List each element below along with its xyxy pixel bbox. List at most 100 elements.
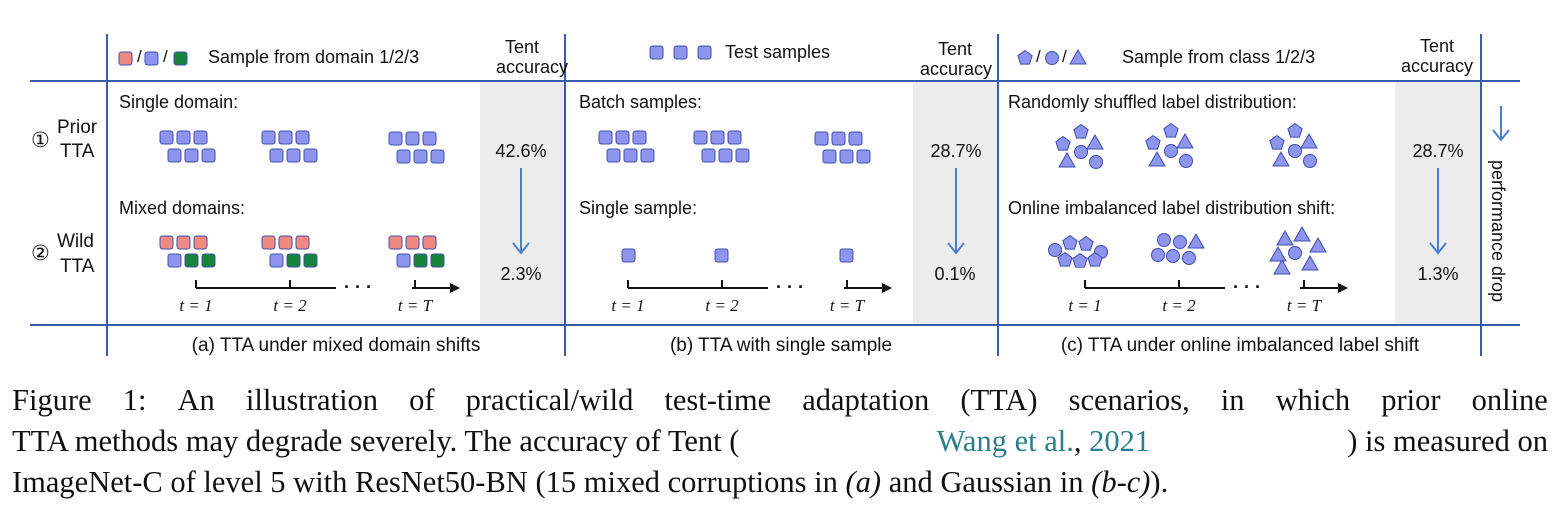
class-circle [1179,154,1193,168]
sample-square [396,149,411,164]
class-triangle [1148,150,1166,167]
class-triangle [1273,258,1291,275]
accuracy-arrows [512,106,1510,255]
caption-line-2-pre: TTA methods may degrade severely. The ac… [12,424,740,458]
caption-word: Figure [12,383,92,417]
legend-sep-a2: / [163,47,168,66]
sample-square [184,253,199,268]
panel-caption-b: (b) TTA with single sample [669,335,893,356]
class-pentagon [1072,252,1088,268]
row-wild-circled: ② [31,242,50,265]
class-triangle [1187,232,1205,249]
row-wild-line2: TTA [60,256,95,277]
sample-square [430,253,445,268]
sample-square [606,148,621,163]
single-sample-square [839,248,854,263]
drop-arrow-head [512,242,530,255]
accuracy-band-a [480,82,565,324]
class-circle [1182,251,1196,265]
sample-square [193,235,208,250]
row-wild-line1: Wild [57,231,94,252]
caption-line-3-mid: and Gaussian in [881,465,1092,499]
legend-blue-square [144,51,159,66]
caption-line-1: Figure 1: An illustration of practical/wild te… [12,380,1548,421]
caption-cite[interactable]: Wang et al., 2021 [937,421,1151,462]
sample-square [295,235,310,250]
tick-c-2: t = 2 [1162,296,1196,315]
cite-author-link[interactable]: Wang et al. [936,424,1074,458]
sample-square [201,148,216,163]
class-circle [1288,246,1302,260]
performance-drop-text: performance drop [1488,160,1508,303]
figure-caption: Figure 1: An illustration of practical/wild te… [12,380,1548,503]
acc-header-c-line1: Tent [1419,36,1455,56]
sample-square [735,148,750,163]
class-pentagon [1062,234,1078,250]
sample-square [201,253,216,268]
panel-b-batch-samples [598,130,871,164]
legend-red-square [118,51,133,66]
label-single-sample: Single sample: [579,198,698,218]
legend-sep-a1: / [137,47,142,66]
tick-c-T: t = T [1286,296,1322,315]
sample-square [278,130,293,145]
caption-line-2: TTA methods may degrade severely. The ac… [12,421,1548,462]
acc-c-wild: 1.3% [1417,264,1459,284]
sample-square [718,148,733,163]
class-circle [1157,233,1171,247]
class-pentagon [1287,122,1303,138]
sample-square [623,148,638,163]
panel-c-shuffled-samples [1055,122,1318,169]
sample-square [413,253,428,268]
acc-header-b-line1: Tent [937,39,973,59]
sample-square [640,148,655,163]
ellipsis-a: · · · [344,277,372,297]
sample-square [388,131,403,146]
sample-square [856,149,871,164]
tick-b-2: t = 2 [705,296,739,315]
sample-square [405,235,420,250]
panel-a-single-domain-samples [159,130,445,164]
panel-a-mixed-domain-samples [159,235,445,268]
sample-square [632,130,647,145]
sample-square [388,235,403,250]
sample-square [848,131,863,146]
sample-square [303,253,318,268]
legend-text-b: Test samples [725,42,831,62]
frame-lines [30,34,1520,356]
sample-square [422,235,437,250]
label-single-domain: Single domain: [119,92,239,112]
sample-square [710,130,725,145]
acc-b-wild: 0.1% [934,264,976,284]
sample-square [413,149,428,164]
time-arrowhead [450,283,460,293]
cite-comma: , [1073,424,1090,458]
sample-square [693,130,708,145]
sample-square [598,130,613,145]
sample-square [261,235,276,250]
acc-header-a-line2: accuracy [495,57,569,77]
class-triangle [1176,132,1194,149]
sample-square [396,253,411,268]
acc-c-prior: 28.7% [1412,141,1464,161]
sample-square [278,235,293,250]
caption-word: which [1275,383,1351,417]
sample-square [176,235,191,250]
acc-b-prior: 28.7% [930,141,982,161]
time-arrowhead [1338,283,1348,293]
sample-square [193,130,208,145]
caption-line-3: ImageNet-C of level 5 with ResNet50-BN (… [12,462,1548,503]
label-shuffled: Randomly shuffled label distribution: [1008,92,1297,112]
class-circle [1074,145,1088,159]
sample-square [167,148,182,163]
class-pentagon [1145,134,1161,150]
sample-square [814,131,829,146]
class-pentagon [1073,123,1089,139]
time-axes [195,280,1348,293]
sample-square [295,130,310,145]
drop-arrow-head [1429,242,1447,255]
class-triangle [1272,150,1290,167]
cite-year-link[interactable]: 2021 [1089,424,1151,458]
row-prior-circled: ① [31,129,50,152]
legend-test-square-3 [697,45,712,60]
